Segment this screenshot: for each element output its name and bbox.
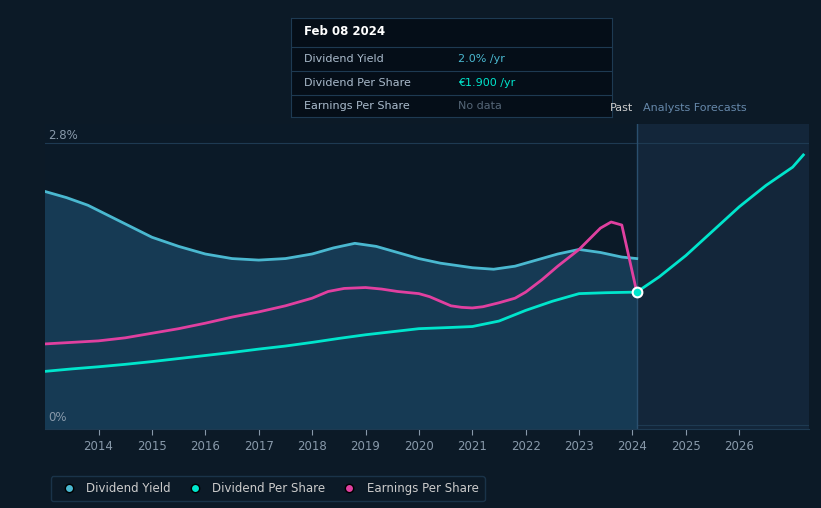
Text: Dividend Yield: Dividend Yield (305, 54, 384, 65)
Text: 2.0% /yr: 2.0% /yr (458, 54, 505, 65)
Text: Dividend Per Share: Dividend Per Share (305, 78, 411, 88)
Text: Feb 08 2024: Feb 08 2024 (305, 25, 385, 38)
Text: 2.8%: 2.8% (48, 129, 77, 142)
Text: Analysts Forecasts: Analysts Forecasts (644, 103, 747, 113)
Text: €1.900 /yr: €1.900 /yr (458, 78, 516, 88)
Text: Past: Past (609, 103, 633, 113)
Bar (637, 124, 809, 429)
Bar (45, 124, 637, 429)
Text: No data: No data (458, 101, 502, 111)
Text: 0%: 0% (48, 411, 67, 424)
Text: Earnings Per Share: Earnings Per Share (305, 101, 410, 111)
Legend: Dividend Yield, Dividend Per Share, Earnings Per Share: Dividend Yield, Dividend Per Share, Earn… (51, 477, 484, 501)
